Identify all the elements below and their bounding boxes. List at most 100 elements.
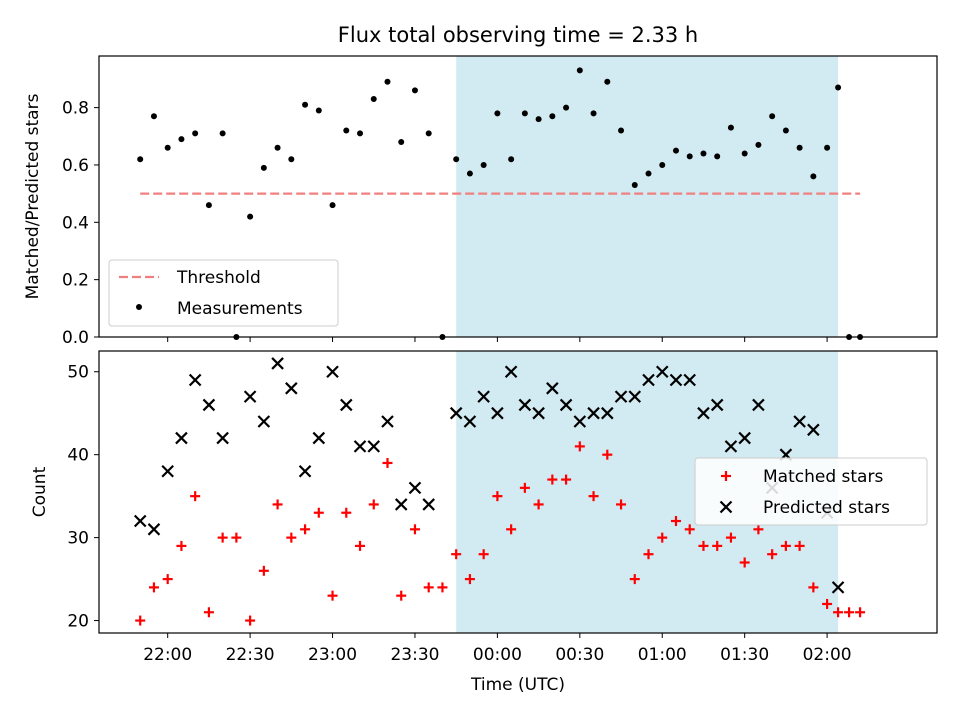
- legend-measurement-label: Measurements: [177, 299, 303, 319]
- x-b: [628, 390, 642, 403]
- matched-point: [698, 540, 709, 551]
- matched-point: [822, 598, 833, 609]
- predicted-point: [642, 373, 655, 387]
- x-b: [546, 382, 559, 395]
- predicted-point: [408, 481, 422, 495]
- x-b: [642, 373, 655, 387]
- predicted-point: [807, 423, 820, 437]
- measurement-point: [370, 96, 377, 103]
- measurement-point: [274, 144, 281, 151]
- predicted-point: [188, 373, 202, 387]
- matched-point: [808, 582, 819, 593]
- legend-measurement-swatch: [136, 304, 142, 310]
- measurement-point: [329, 202, 336, 209]
- legend-matched-label: Matched stars: [763, 467, 883, 487]
- measurement-point: [755, 141, 762, 148]
- x-tick-label: 00:00: [473, 645, 522, 665]
- x-tick-label: 23:30: [390, 645, 439, 665]
- x-tick-label: 02:00: [803, 645, 852, 665]
- predicted-point: [628, 390, 642, 403]
- plot-frame: [98, 350, 938, 634]
- measurement-point: [260, 164, 267, 171]
- y-tick-label: 40: [67, 446, 89, 466]
- matched-point: [409, 524, 420, 535]
- legend-top: Threshold Measurements: [108, 259, 339, 327]
- x-b: [422, 498, 435, 511]
- matched-point: [657, 532, 668, 543]
- matched-point: [231, 532, 242, 543]
- x-b: [285, 382, 298, 395]
- matched-point: [629, 574, 640, 585]
- predicted-point: [532, 406, 545, 420]
- x-b: [216, 431, 229, 445]
- predicted-point: [257, 415, 271, 428]
- x-b: [669, 373, 683, 387]
- measurement-point: [357, 130, 364, 137]
- y-axis-label: Matched/Predicted stars: [23, 93, 43, 299]
- measurement-point: [288, 156, 295, 163]
- x-b: [243, 390, 257, 403]
- matched-point: [203, 607, 214, 618]
- measurement-point: [659, 161, 666, 168]
- matched-point: [272, 499, 283, 510]
- matched-point: [396, 590, 407, 601]
- x-b: [367, 440, 381, 453]
- matched-point: [643, 549, 654, 560]
- predicted-point: [697, 406, 710, 420]
- measurement-point: [425, 130, 432, 137]
- x-b: [175, 431, 188, 445]
- measurement-point: [645, 170, 652, 177]
- count-panel: 20 30 40 50 22:00 22:30 23:00 23:30 00:00 00:30 01…: [30, 350, 938, 695]
- predicted-point: [422, 498, 435, 511]
- predicted-point: [587, 406, 600, 420]
- predicted-point: [243, 390, 257, 403]
- predicted-point: [559, 398, 573, 412]
- predicted-point: [285, 382, 298, 395]
- measurement-point: [302, 101, 309, 108]
- x-b: [559, 398, 573, 412]
- measurement-point: [563, 104, 570, 111]
- x-b: [614, 390, 628, 403]
- x-b: [491, 406, 504, 420]
- matched-point: [712, 540, 723, 551]
- x-b: [831, 581, 845, 594]
- x-tick-label: 23:00: [308, 645, 357, 665]
- matched-point: [382, 457, 393, 468]
- measurement-point: [411, 87, 418, 94]
- matched-point: [148, 582, 159, 593]
- matched-point: [533, 499, 544, 510]
- matched-point: [286, 532, 297, 543]
- matched-point: [300, 524, 311, 535]
- matched-point: [313, 507, 324, 518]
- x-b: [710, 398, 724, 412]
- measurement-point: [178, 136, 185, 143]
- measurement-point: [618, 127, 625, 134]
- y-tick-label: 50: [67, 363, 89, 383]
- predicted-point: [477, 390, 490, 403]
- predicted-point: [216, 431, 229, 445]
- predicted-point: [147, 523, 161, 536]
- x-b: [697, 406, 710, 420]
- predicted-point: [381, 415, 394, 428]
- x-b: [532, 406, 545, 420]
- matched-point: [506, 524, 517, 535]
- measurement-point: [247, 213, 254, 220]
- predicted-point: [161, 464, 174, 478]
- y-tick-label: 0.0: [62, 328, 89, 348]
- x-tick-label: 01:00: [638, 645, 687, 665]
- matched-point: [451, 549, 462, 560]
- measurement-point: [508, 156, 515, 163]
- measurement-point: [824, 144, 831, 151]
- predicted-point: [367, 440, 381, 453]
- predicted-point: [504, 365, 518, 379]
- x-b: [449, 406, 463, 420]
- predicted-point: [724, 440, 738, 453]
- x-b: [298, 464, 312, 478]
- x-b: [655, 365, 669, 379]
- measurement-point: [631, 182, 638, 189]
- x-b: [147, 523, 161, 536]
- x-b: [312, 431, 326, 445]
- x-b: [408, 481, 422, 495]
- measurement-point: [835, 84, 842, 91]
- x-b: [504, 365, 518, 379]
